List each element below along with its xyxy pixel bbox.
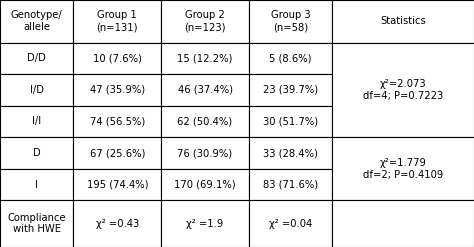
Bar (249, 42, 332, 74)
Bar (332, 200, 474, 247)
Text: I/D: I/D (30, 85, 44, 95)
Bar (0, 74, 73, 106)
Bar (161, 42, 249, 74)
Text: Genotype/
allele: Genotype/ allele (11, 10, 63, 32)
Text: 47 (35.9%): 47 (35.9%) (90, 85, 145, 95)
Text: I/I: I/I (32, 116, 41, 126)
Bar (249, 200, 332, 247)
Bar (249, 106, 332, 137)
Bar (332, 0, 474, 42)
Text: D: D (33, 148, 41, 158)
Text: 76 (30.9%): 76 (30.9%) (177, 148, 233, 158)
Bar (332, 42, 474, 137)
Text: χ² =0.04: χ² =0.04 (269, 219, 312, 229)
Bar (161, 74, 249, 106)
Bar (73, 137, 161, 169)
Text: 62 (50.4%): 62 (50.4%) (177, 116, 233, 126)
Text: 5 (8.6%): 5 (8.6%) (269, 53, 311, 63)
Bar (249, 74, 332, 106)
Text: 33 (28.4%): 33 (28.4%) (263, 148, 318, 158)
Bar (0, 137, 73, 169)
Bar (73, 169, 161, 200)
Text: 30 (51.7%): 30 (51.7%) (263, 116, 318, 126)
Bar (73, 42, 161, 74)
Text: Group 3
(n=58): Group 3 (n=58) (271, 10, 310, 32)
Text: D/D: D/D (27, 53, 46, 63)
Text: Group 1
(n=131): Group 1 (n=131) (97, 10, 138, 32)
Bar (0, 42, 73, 74)
Bar (249, 137, 332, 169)
Bar (249, 0, 332, 42)
Bar (0, 0, 73, 42)
Text: 74 (56.5%): 74 (56.5%) (90, 116, 145, 126)
Text: χ² =0.43: χ² =0.43 (96, 219, 139, 229)
Bar (73, 106, 161, 137)
Text: 83 (71.6%): 83 (71.6%) (263, 180, 318, 189)
Bar (73, 200, 161, 247)
Text: Statistics: Statistics (380, 16, 426, 26)
Bar (161, 200, 249, 247)
Text: 23 (39.7%): 23 (39.7%) (263, 85, 318, 95)
Text: 15 (12.2%): 15 (12.2%) (177, 53, 233, 63)
Bar (161, 169, 249, 200)
Text: 46 (37.4%): 46 (37.4%) (177, 85, 233, 95)
Bar (161, 106, 249, 137)
Text: Compliance
with HWE: Compliance with HWE (8, 213, 66, 234)
Text: 10 (7.6%): 10 (7.6%) (93, 53, 142, 63)
Text: χ²=1.779
df=2; P=0.4109: χ²=1.779 df=2; P=0.4109 (363, 158, 443, 180)
Bar (332, 137, 474, 200)
Bar (73, 0, 161, 42)
Text: χ²=2.073
df=4; P=0.7223: χ²=2.073 df=4; P=0.7223 (363, 79, 443, 101)
Bar (0, 169, 73, 200)
Bar (249, 169, 332, 200)
Bar (0, 106, 73, 137)
Text: 170 (69.1%): 170 (69.1%) (174, 180, 236, 189)
Text: 195 (74.4%): 195 (74.4%) (87, 180, 148, 189)
Text: 67 (25.6%): 67 (25.6%) (90, 148, 145, 158)
Bar (161, 137, 249, 169)
Text: χ² =1.9: χ² =1.9 (186, 219, 224, 229)
Text: I: I (35, 180, 38, 189)
Bar (161, 0, 249, 42)
Bar (73, 74, 161, 106)
Bar (0, 200, 73, 247)
Text: Group 2
(n=123): Group 2 (n=123) (184, 10, 226, 32)
